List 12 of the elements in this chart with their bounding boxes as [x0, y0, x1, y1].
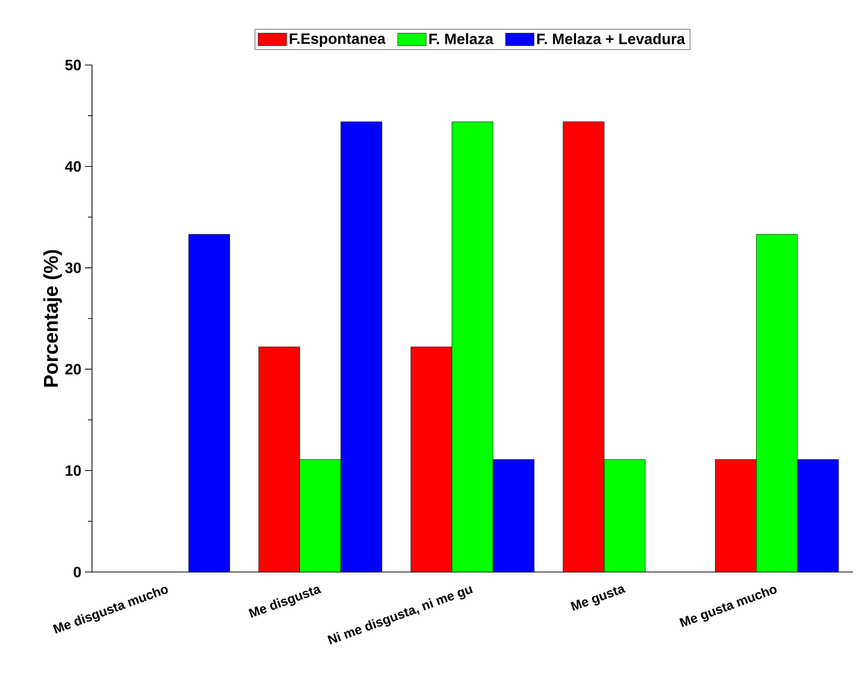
y-tick-label: 0: [74, 566, 81, 578]
y-tick-label: 30: [65, 262, 81, 274]
y-tick-label: 20: [65, 364, 81, 375]
legend-label: F. Melaza + Levadura: [537, 33, 686, 44]
x-tick-label: Me gusta mucho: [679, 586, 777, 628]
y-tick-label: 40: [65, 161, 81, 172]
x-tick-label: Me gusta: [570, 586, 626, 611]
y-axis-title: Porcentaje (%): [43, 250, 62, 387]
y-tick-label: 10: [66, 465, 81, 476]
legend-label: F.Espontanea: [290, 33, 386, 47]
y-tick-label: 50: [65, 60, 81, 70]
legend-label: F. Melaza: [429, 33, 494, 44]
